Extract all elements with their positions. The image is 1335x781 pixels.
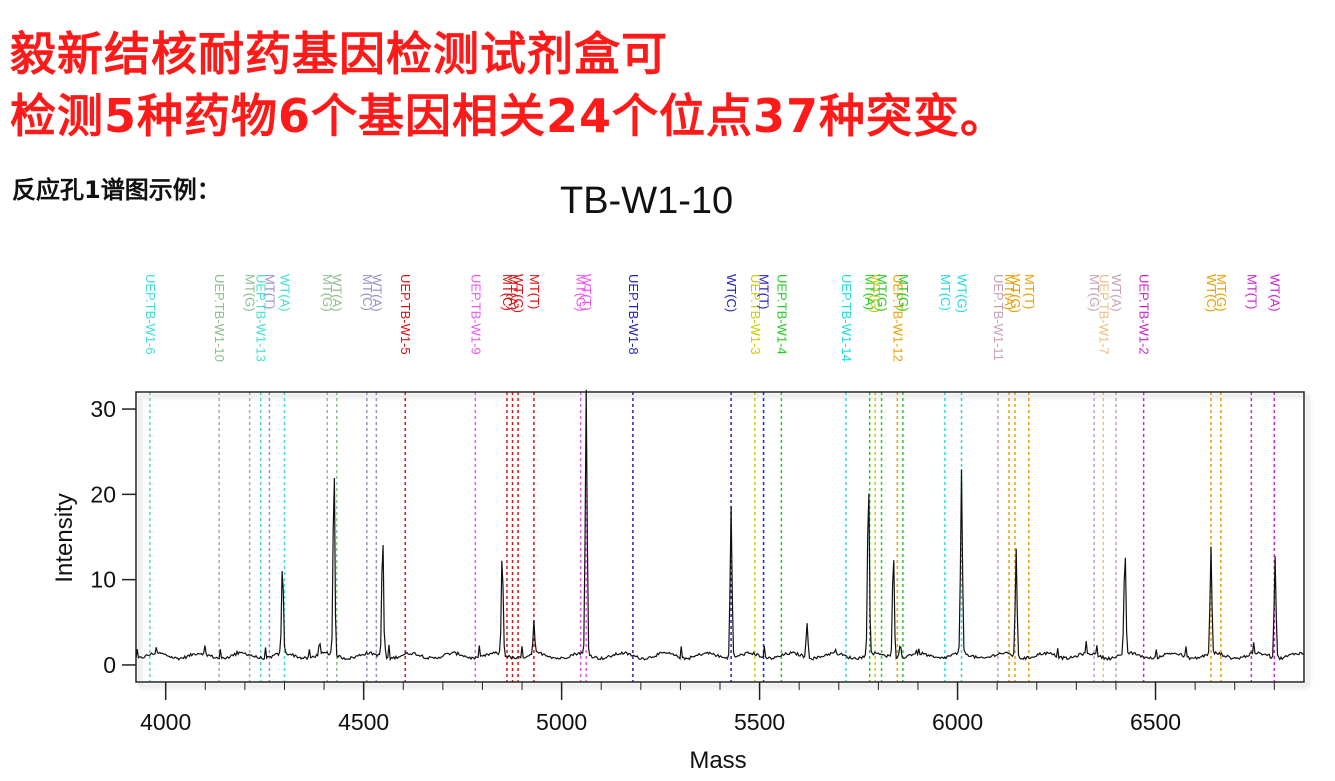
marker-label: UEP.TB-W1-11 — [991, 274, 1006, 361]
marker-label: MT(C) — [360, 274, 375, 311]
marker-label: WT(G) — [955, 274, 970, 313]
axes-layer: 4000 4500 5000 5500 6000 6500 0 10 20 30 — [90, 396, 1275, 735]
marker-label: UEP.TB-W1-8 — [626, 274, 641, 355]
marker-label: UEP.TB-W1-4 — [774, 274, 789, 355]
marker-label: MT(A) — [863, 274, 878, 310]
marker-label: MT(T) — [262, 274, 277, 309]
marker-label: UEP.TB-W1-9 — [468, 274, 483, 355]
marker-label: UEP.TB-W1-5 — [398, 274, 413, 355]
marker-label: MT(G) — [320, 274, 335, 312]
marker-label: WT(C) — [724, 274, 739, 312]
marker-label: MT(G) — [574, 274, 589, 312]
marker-label: UEP.TB-W1-2 — [1137, 274, 1152, 355]
marker-label: UEP.TB-W1-13 — [254, 274, 269, 362]
marker-label: WT(G) — [1008, 274, 1023, 313]
marker-label: MT(T) — [757, 274, 772, 309]
marker-label: MT(A) — [506, 274, 521, 310]
y-tick-label: 10 — [90, 567, 116, 593]
x-tick-label: 4500 — [338, 709, 389, 735]
marker-label: UEP.TB-W1-14 — [839, 274, 854, 362]
marker-layer: UEP.TB-W1-6 UEP.TB-W1-10 MT(G)UEP.TB-W1-13… — [143, 274, 1282, 682]
marker-label: MT(G) — [1214, 274, 1229, 312]
marker-label: MT(T) — [1244, 274, 1259, 309]
y-tick-label: 30 — [90, 396, 116, 422]
marker-label: MT(G) — [896, 274, 911, 312]
marker-label: WT(A) — [1109, 274, 1124, 312]
marker-label: MT(A) — [1002, 274, 1017, 310]
marker-label: UEP.TB-W1-10 — [212, 274, 227, 362]
marker-label: MT(C) — [938, 274, 953, 311]
marker-label: MT(C) — [500, 274, 515, 311]
headline-line-2: 检测5种药物6个基因相关24个位点37种突变。 — [10, 89, 1008, 143]
x-tick-label: 4000 — [140, 709, 191, 735]
y-tick-label: 0 — [103, 652, 116, 678]
marker-label: UEP.TB-W1-3 — [748, 274, 763, 355]
marker-label: WT(G) — [868, 274, 883, 313]
spectrum-trace — [135, 389, 1304, 662]
marker-label: MT(T) — [527, 274, 542, 309]
marker-label: WT(C) — [1204, 274, 1219, 312]
x-tick-label: 5500 — [734, 709, 785, 735]
x-axis-label: Mass — [689, 747, 746, 774]
y-axis-label: Intensity — [51, 493, 78, 582]
marker-label: UEP.TB-W1-12 — [890, 274, 905, 362]
marker-label: UEP.TB-W1-7 — [1096, 274, 1111, 355]
marker-label: WT(A) — [277, 274, 292, 312]
marker-label: WT(G) — [511, 274, 526, 313]
marker-label: MT(G) — [875, 274, 890, 312]
x-tick-label: 6500 — [1130, 709, 1181, 735]
headline-line-1: 毅新结核耐药基因检测试剂盒可 — [10, 27, 668, 81]
marker-label: MT(G) — [243, 274, 258, 312]
chart-title: TB-W1-10 — [560, 180, 734, 222]
marker-label: WT(A) — [330, 274, 345, 312]
y-tick-label: 20 — [90, 481, 116, 507]
spectrum-caption: 反应孔1谱图示例： — [12, 176, 221, 204]
plot-frame — [135, 391, 1305, 683]
marker-label: WT(A) — [1267, 274, 1282, 312]
x-tick-label: 5000 — [536, 709, 587, 735]
marker-label: WT(T) — [579, 274, 594, 311]
x-tick-label: 6000 — [932, 709, 983, 735]
marker-label: MT(T) — [1022, 274, 1037, 309]
marker-label: MT(G) — [1087, 274, 1102, 312]
marker-label: WT(A) — [369, 274, 384, 312]
marker-label: UEP.TB-W1-6 — [143, 274, 158, 355]
